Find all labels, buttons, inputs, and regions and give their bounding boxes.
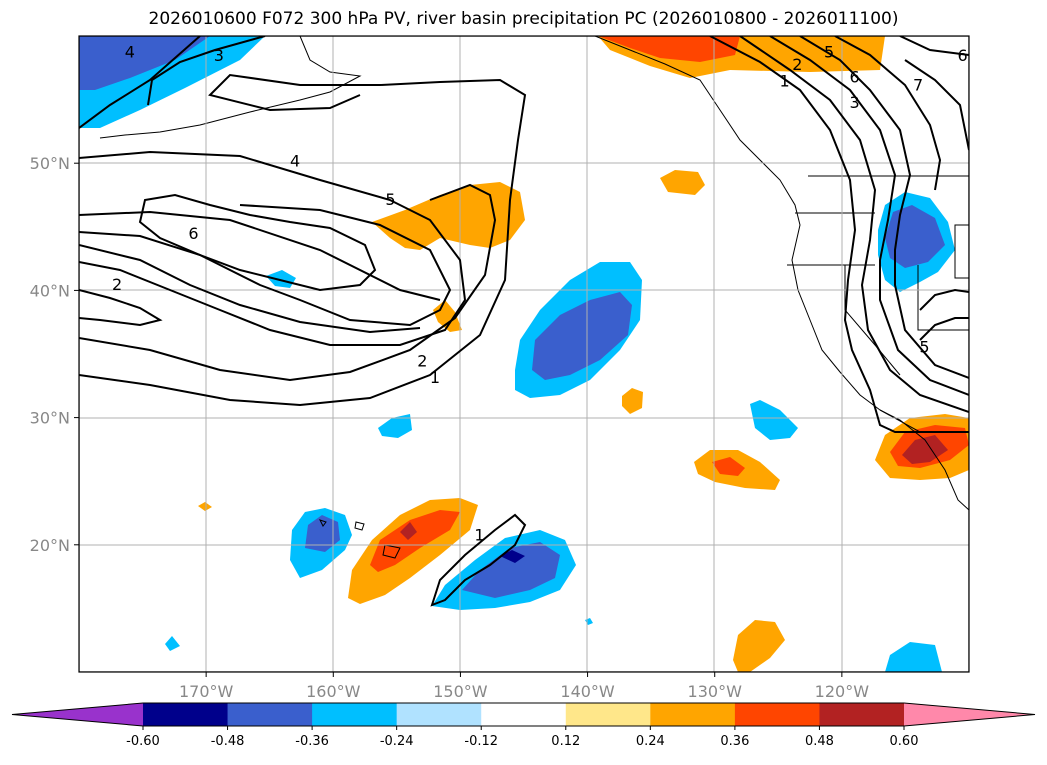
pv-contour-label: 6 bbox=[958, 46, 968, 65]
precip-blob-negative bbox=[750, 400, 798, 440]
colorbar-tick-label: -0.24 bbox=[380, 734, 414, 749]
lon-tick-label: 160°W bbox=[306, 682, 361, 701]
coastlines bbox=[99, 36, 969, 559]
precip-blob-positive bbox=[598, 36, 740, 62]
grid bbox=[79, 36, 969, 672]
precip-blob-positive bbox=[400, 522, 417, 540]
colorbar-extend-high bbox=[904, 703, 1035, 726]
colorbar-segment bbox=[819, 703, 905, 726]
colorbar-extend-low bbox=[12, 703, 143, 726]
colorbar-tick-label: 0.12 bbox=[551, 734, 580, 749]
precip-blob-negative bbox=[79, 36, 210, 90]
pv-contour-label: 3 bbox=[214, 46, 224, 65]
precip-blob-negative bbox=[462, 542, 560, 598]
colorbar-tick-label: 0.36 bbox=[720, 734, 749, 749]
pv-contour-label: 5 bbox=[824, 42, 834, 61]
colorbar-segment bbox=[734, 703, 820, 726]
colorbar: -0.60 -0.48 -0.36 -0.24 -0.12 0.12 0.24 0.36 0.4… bbox=[11, 702, 1036, 749]
precip-blob-negative bbox=[885, 642, 942, 672]
pv-contour-label: 4 bbox=[125, 42, 135, 61]
pv-contours bbox=[79, 36, 969, 607]
colorbar-tick-label: 0.48 bbox=[805, 734, 834, 749]
precip-blob-positive bbox=[198, 502, 212, 511]
lat-tick-label: 40°N bbox=[30, 281, 70, 300]
colorbar-segment bbox=[312, 703, 398, 726]
precip-blob-positive bbox=[733, 620, 785, 672]
colorbar-tick-label: -0.36 bbox=[295, 734, 329, 749]
colorbar-segment bbox=[227, 703, 313, 726]
pv-contour-label: 1 bbox=[474, 526, 484, 545]
precip-blob-positive bbox=[660, 170, 705, 195]
lon-tick-label: 120°W bbox=[815, 682, 870, 701]
colorbar-segment bbox=[143, 703, 229, 726]
colorbar-segment bbox=[650, 703, 736, 726]
lat-axis: 20°N 30°N 40°N 50°N bbox=[30, 154, 79, 555]
lon-tick-label: 150°W bbox=[433, 682, 488, 701]
pv-contour-label: 5 bbox=[919, 337, 929, 356]
pv-contour-label: 2 bbox=[792, 55, 802, 74]
colorbar-segment bbox=[481, 703, 567, 726]
lon-tick-label: 170°W bbox=[179, 682, 234, 701]
precip-blob-negative bbox=[266, 270, 296, 288]
lon-tick-label: 140°W bbox=[560, 682, 615, 701]
colorbar-tick-label: 0.60 bbox=[890, 734, 919, 749]
pv-contour-label: 3 bbox=[849, 93, 859, 112]
colorbar-tick-label: 0.24 bbox=[636, 734, 665, 749]
precip-blob-positive bbox=[372, 182, 525, 250]
pv-contour-label: 2 bbox=[417, 351, 427, 370]
pv-contour-label: 2 bbox=[112, 275, 122, 294]
precip-blob-positive bbox=[712, 457, 745, 476]
pv-contour-label: 1 bbox=[780, 72, 790, 91]
lon-tick-label: 130°W bbox=[688, 682, 743, 701]
pv-contour-label: 6 bbox=[849, 68, 859, 87]
precip-blob-negative bbox=[378, 414, 412, 438]
colorbar-segment bbox=[396, 703, 482, 726]
pv-contour-label: 1 bbox=[430, 368, 440, 387]
lat-tick-label: 30°N bbox=[30, 409, 70, 428]
pv-contour-label: 7 bbox=[913, 75, 923, 94]
pv-contour-label: 4 bbox=[290, 152, 300, 171]
colorbar-tick-label: -0.48 bbox=[211, 734, 245, 749]
precip-blob-negative bbox=[165, 636, 180, 651]
lon-axis: 170°W 160°W 150°W 140°W 130°W 120°W bbox=[179, 672, 869, 701]
chart-title: 2026010600 F072 300 hPa PV, river basin … bbox=[148, 9, 899, 29]
precip-blob-negative bbox=[532, 292, 632, 380]
precip-shading bbox=[79, 36, 969, 672]
pv-contour-label: 5 bbox=[385, 190, 395, 209]
precip-blob-positive bbox=[370, 510, 460, 572]
lat-tick-label: 20°N bbox=[30, 536, 70, 555]
colorbar-tick-label: -0.12 bbox=[464, 734, 498, 749]
precip-blob-positive bbox=[622, 388, 643, 414]
colorbar-segment bbox=[565, 703, 651, 726]
lat-tick-label: 50°N bbox=[30, 154, 70, 173]
colorbar-tick-label: -0.60 bbox=[126, 734, 160, 749]
precip-blob-negative bbox=[305, 515, 340, 552]
plot-border bbox=[78, 35, 970, 673]
pv-contour-label: 6 bbox=[188, 224, 198, 243]
